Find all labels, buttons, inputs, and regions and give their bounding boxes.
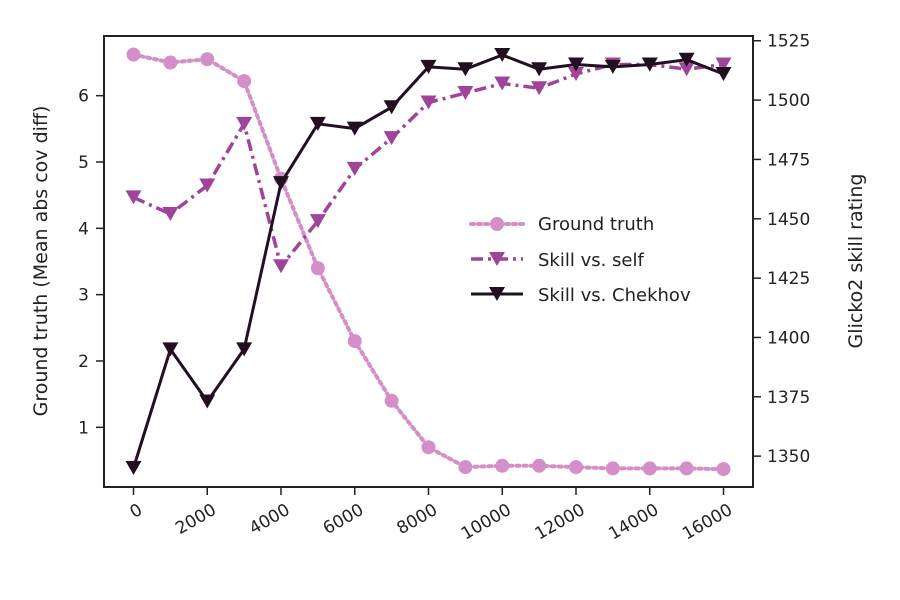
right-y-tick-label: 1350 xyxy=(767,447,810,467)
data-point-ground-truth xyxy=(163,55,178,70)
data-point-ground-truth xyxy=(126,47,141,62)
data-point-skill-vs-chekhov xyxy=(531,62,548,77)
data-point-ground-truth xyxy=(310,261,325,276)
series-skill-vs-self xyxy=(125,57,732,274)
data-point-skill-vs-chekhov xyxy=(125,461,142,476)
data-point-skill-vs-self xyxy=(236,116,253,131)
left-axis-title: Ground truth (Mean abs cov diff) xyxy=(30,106,52,417)
data-point-ground-truth xyxy=(237,74,252,89)
legend: Ground truth Skill vs. self Skill vs. Ch… xyxy=(469,214,691,306)
legend-marker-circle xyxy=(490,217,504,231)
legend-item-ground-truth: Ground truth xyxy=(469,214,654,235)
data-point-skill-vs-chekhov xyxy=(236,342,253,357)
data-point-skill-vs-self xyxy=(346,161,363,176)
right-y-tick-label: 1400 xyxy=(767,328,810,348)
legend-item-skill-vs-chekhov: Skill vs. Chekhov xyxy=(471,285,691,306)
left-y-tick-label: 2 xyxy=(78,352,89,372)
legend-label-skill-vs-self: Skill vs. self xyxy=(538,250,645,271)
x-tick-label: 4000 xyxy=(246,500,293,539)
right-y-tick-label: 1500 xyxy=(767,91,810,111)
x-tick-label: 8000 xyxy=(394,500,441,539)
data-point-ground-truth xyxy=(347,334,362,349)
data-point-skill-vs-chekhov xyxy=(346,121,363,136)
series-layer xyxy=(125,47,732,477)
data-point-ground-truth xyxy=(421,440,436,455)
right-y-tick-label: 1475 xyxy=(767,150,810,170)
data-point-ground-truth xyxy=(384,393,399,408)
right-y-tick-label: 1375 xyxy=(767,388,810,408)
data-point-skill-vs-self xyxy=(309,214,326,229)
data-point-skill-vs-self xyxy=(568,66,584,81)
data-point-ground-truth xyxy=(458,460,473,475)
x-tick-label: 14000 xyxy=(605,500,662,544)
data-point-skill-vs-self xyxy=(125,190,142,205)
data-point-skill-vs-self xyxy=(678,62,695,77)
data-point-skill-vs-chekhov xyxy=(641,57,658,72)
data-point-skill-vs-chekhov xyxy=(715,66,732,81)
right-y-tick-label: 1425 xyxy=(767,269,810,289)
data-point-ground-truth xyxy=(605,461,620,476)
legend-item-skill-vs-self: Skill vs. self xyxy=(471,250,645,271)
series-skill-vs-chekhov xyxy=(125,47,732,476)
legend-label-ground-truth: Ground truth xyxy=(538,214,654,235)
data-point-skill-vs-self xyxy=(383,131,400,146)
left-y-tick-label: 3 xyxy=(78,286,89,306)
data-point-ground-truth xyxy=(495,458,510,473)
data-point-skill-vs-chekhov xyxy=(420,59,437,74)
left-y-tick-label: 6 xyxy=(78,87,89,107)
right-axis-title: Glicko2 skill rating xyxy=(845,174,867,349)
data-point-skill-vs-self xyxy=(199,178,216,193)
data-point-skill-vs-self xyxy=(162,207,179,222)
data-point-skill-vs-chekhov xyxy=(199,394,216,409)
right-y-tick-label: 1450 xyxy=(767,210,810,230)
data-point-ground-truth xyxy=(569,460,583,475)
x-tick-label: 2000 xyxy=(172,500,219,539)
data-point-skill-vs-chekhov xyxy=(494,47,511,62)
data-point-skill-vs-self xyxy=(531,81,548,96)
series-ground-truth xyxy=(126,47,731,477)
x-tick-label: 0 xyxy=(127,500,146,523)
legend-marker-triangle xyxy=(489,252,505,266)
x-tick-label: 16000 xyxy=(679,500,736,544)
data-point-skill-vs-chekhov xyxy=(383,100,400,115)
data-point-skill-vs-chekhov xyxy=(457,62,474,77)
data-point-skill-vs-self xyxy=(420,95,437,110)
x-tick-label: 10000 xyxy=(458,500,515,544)
left-y-tick-label: 5 xyxy=(78,153,89,173)
data-point-skill-vs-chekhov xyxy=(678,52,695,67)
x-tick-label: 12000 xyxy=(532,500,589,544)
data-point-ground-truth xyxy=(679,461,694,476)
data-point-skill-vs-chekhov xyxy=(273,176,289,191)
data-point-skill-vs-self xyxy=(273,259,289,274)
series-line-skill-vs-self xyxy=(132,62,724,268)
data-point-skill-vs-chekhov xyxy=(568,57,584,72)
legend-label-skill-vs-chekhov: Skill vs. Chekhov xyxy=(538,285,691,306)
data-point-ground-truth xyxy=(200,52,215,67)
legend-marker-triangle xyxy=(489,287,505,301)
x-tick-label: 6000 xyxy=(320,500,367,539)
data-point-skill-vs-self xyxy=(494,76,511,91)
data-point-skill-vs-chekhov xyxy=(162,342,179,357)
data-point-ground-truth xyxy=(532,458,547,473)
data-point-skill-vs-self xyxy=(457,85,474,100)
data-point-ground-truth xyxy=(642,461,657,476)
left-y-tick-label: 1 xyxy=(78,418,89,438)
data-point-ground-truth xyxy=(716,462,731,477)
right-y-tick-label: 1525 xyxy=(767,32,810,52)
data-point-skill-vs-self xyxy=(715,57,732,72)
left-y-tick-label: 4 xyxy=(78,219,89,239)
data-point-skill-vs-chekhov xyxy=(309,116,326,131)
data-point-skill-vs-chekhov xyxy=(604,59,621,74)
